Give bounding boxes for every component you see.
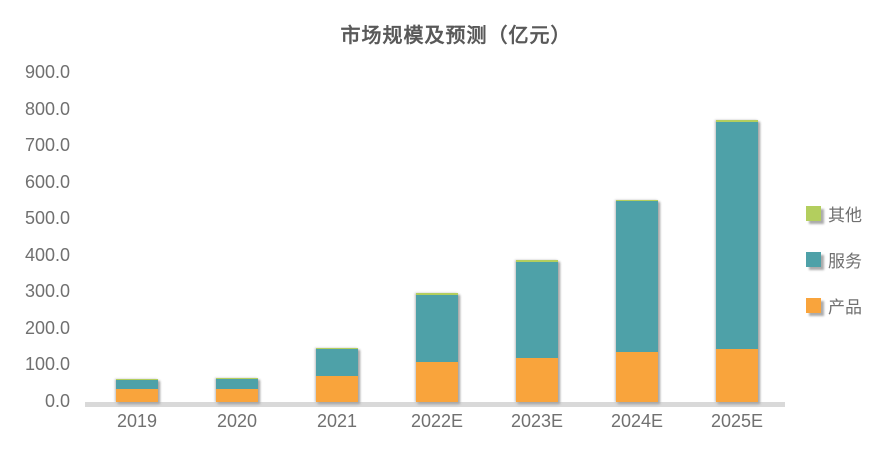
x-axis-line xyxy=(85,402,785,407)
bar-segment-产品 xyxy=(116,389,158,402)
bar-segment-其他 xyxy=(716,119,758,122)
y-tick-label: 300.0 xyxy=(24,281,70,302)
bar-group-2020 xyxy=(216,377,258,402)
bar-segment-服务 xyxy=(116,379,158,390)
y-tick-label: 400.0 xyxy=(24,244,70,265)
chart-title: 市场规模及预测（亿元） xyxy=(340,25,572,47)
bar-group-2019 xyxy=(116,378,158,402)
x-tick-label: 2022E xyxy=(410,411,464,431)
bar-segment-其他 xyxy=(616,199,658,202)
legend-item-其他: 其他 xyxy=(806,201,862,226)
bar-segment-服务 xyxy=(316,349,358,377)
legend-swatch-icon xyxy=(806,252,821,267)
x-tick-label: 2020 xyxy=(216,411,258,431)
legend-label: 产品 xyxy=(828,298,862,317)
legend-swatch-icon xyxy=(806,206,821,221)
y-tick-label: 200.0 xyxy=(24,317,70,338)
bar-group-2022E xyxy=(416,293,458,402)
bar-segment-服务 xyxy=(616,201,658,352)
legend-label: 服务 xyxy=(828,252,862,271)
x-tick-label: 2023E xyxy=(510,411,564,431)
bar-group-2025E xyxy=(716,119,758,402)
bar-segment-产品 xyxy=(716,348,758,402)
bar-segment-服务 xyxy=(416,295,458,362)
y-tick-label: 900.0 xyxy=(24,62,70,82)
bar-segment-产品 xyxy=(416,361,458,402)
bar-segment-服务 xyxy=(216,378,258,389)
bar-group-2023E xyxy=(516,260,558,402)
x-tick-label: 2024E xyxy=(610,411,664,431)
bar-segment-产品 xyxy=(616,351,658,402)
y-tick-label: 800.0 xyxy=(24,98,70,119)
bar-segment-服务 xyxy=(716,121,758,349)
x-tick-label: 2025E xyxy=(710,411,764,431)
bar-segment-其他 xyxy=(316,347,358,349)
legend: 其他 服务 产品 xyxy=(806,201,862,318)
bar-segment-产品 xyxy=(516,357,558,402)
y-tick-label: 100.0 xyxy=(24,354,70,375)
legend-label: 其他 xyxy=(828,206,862,225)
bar-group-2024E xyxy=(616,199,658,402)
legend-item-产品: 产品 xyxy=(806,293,862,318)
bar-segment-其他 xyxy=(216,377,258,379)
y-tick-label: 0.0 xyxy=(44,391,70,411)
bar-segment-服务 xyxy=(516,262,558,358)
y-tick-label: 700.0 xyxy=(24,135,70,156)
bar-segment-其他 xyxy=(516,260,558,263)
bar-segment-产品 xyxy=(216,388,258,402)
bar-segment-其他 xyxy=(116,378,158,380)
x-tick-label: 2021 xyxy=(316,411,358,431)
legend-item-服务: 服务 xyxy=(806,247,862,272)
x-tick-label: 2019 xyxy=(116,411,158,431)
bar-segment-产品 xyxy=(316,376,358,402)
bar-segment-其他 xyxy=(416,293,458,296)
y-tick-label: 500.0 xyxy=(24,208,70,229)
bar-group-2021 xyxy=(316,347,358,402)
y-tick-label: 600.0 xyxy=(24,171,70,192)
legend-swatch-icon xyxy=(806,298,821,313)
